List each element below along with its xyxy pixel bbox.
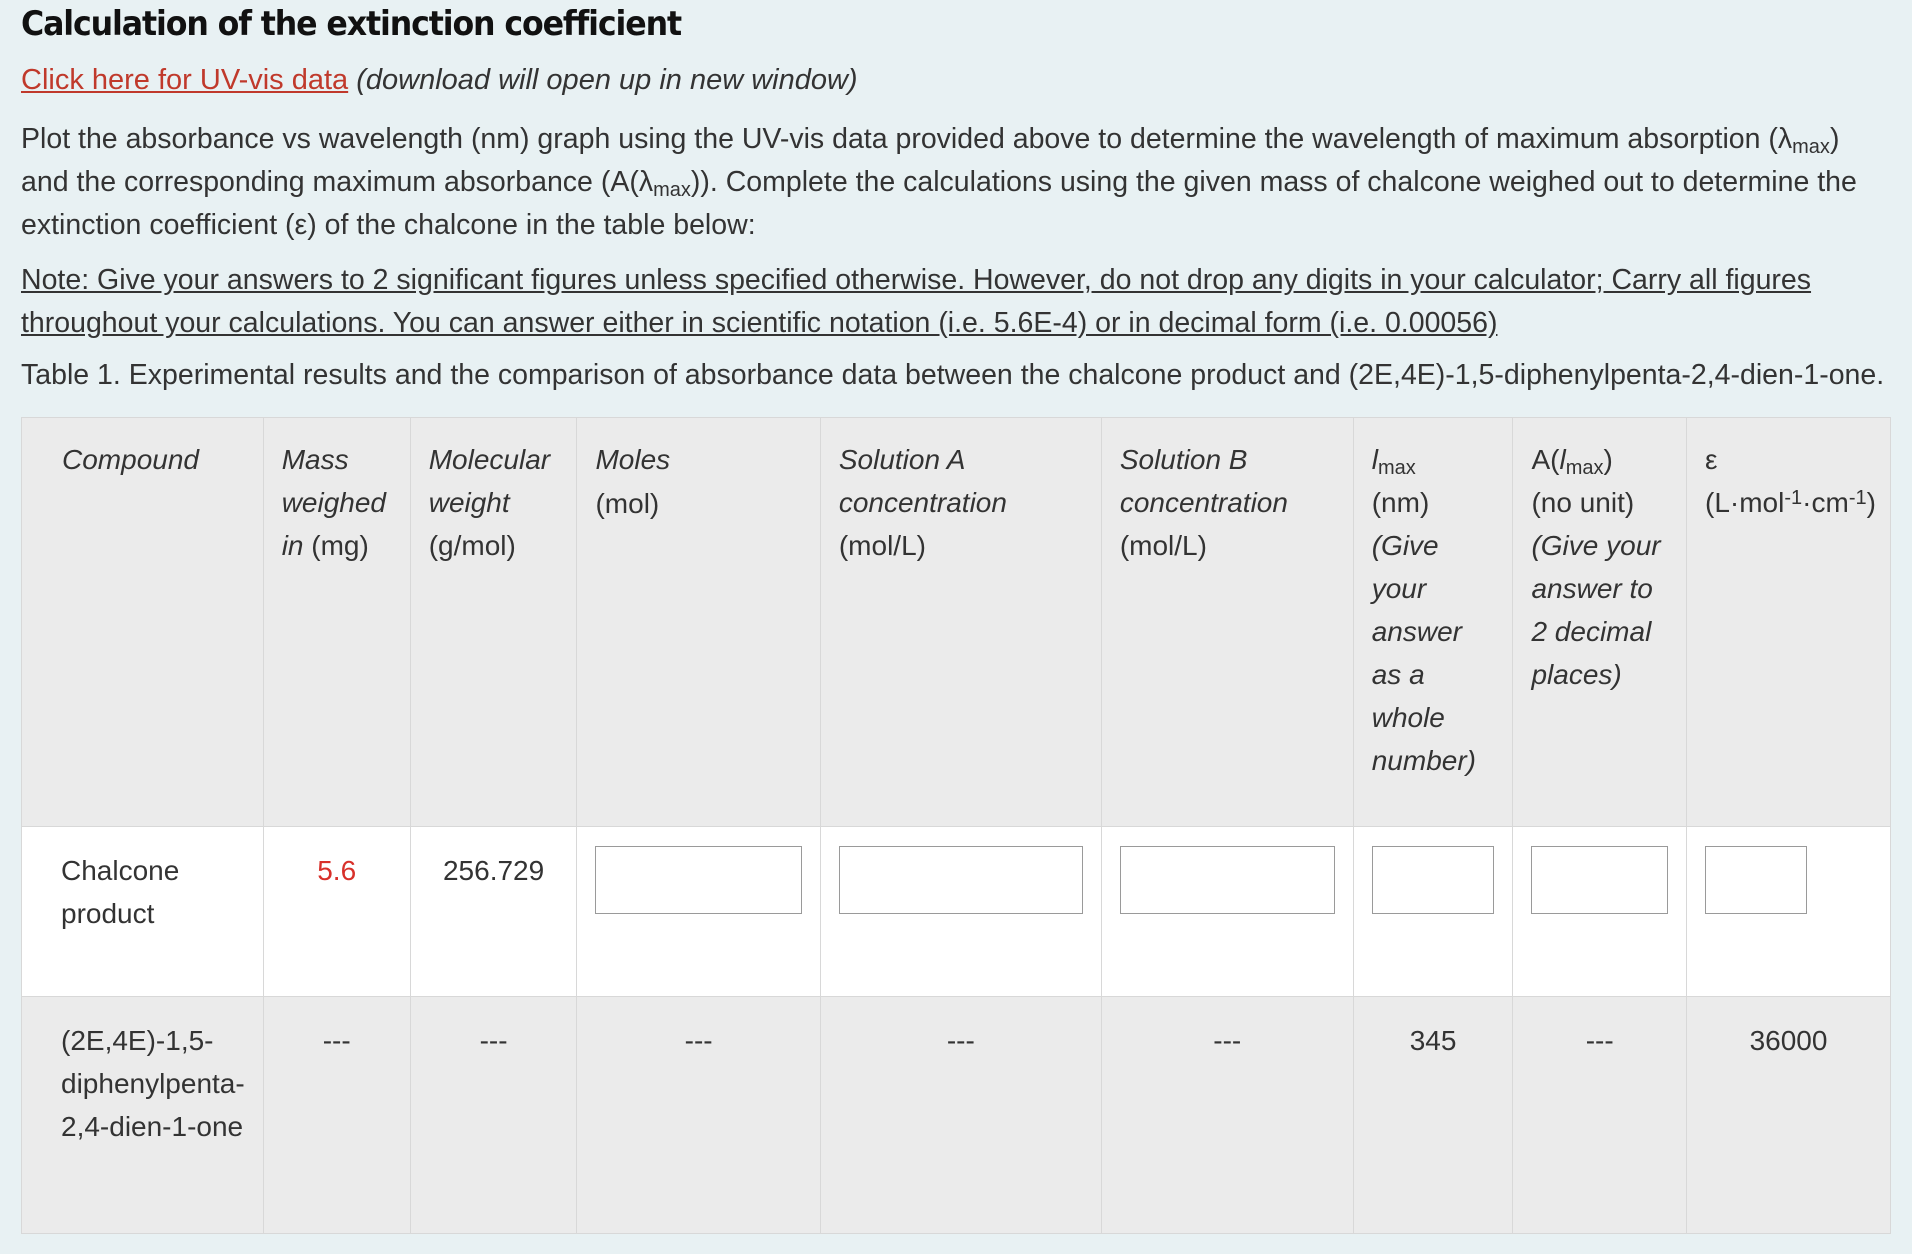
cell-compound: (2E,4E)-1,5-diphenylpenta-2,4-dien-1-one xyxy=(21,996,264,1234)
col-header-extinction-coefficient: ε (L·mol-1·cm-1) xyxy=(1686,417,1891,827)
col-header-molecular-weight: Molecular weight (g/mol) xyxy=(409,417,578,827)
cell-solution-a xyxy=(819,826,1102,997)
cell-extinction-coefficient: 36000 xyxy=(1686,996,1891,1234)
cell-lambda-max: 345 xyxy=(1352,996,1514,1234)
absorbance-max-answer-input[interactable] xyxy=(1531,846,1669,914)
cell-moles xyxy=(576,826,821,997)
results-table: Compound Mass weighed in (mg) Molecular … xyxy=(21,417,1891,1234)
col-header-absorbance-max: A(lmax) (no unit) (Give your answer to 2 d… xyxy=(1512,417,1688,827)
col-header-mass: Mass weighed in (mg) xyxy=(262,417,411,827)
cell-solution-a: --- xyxy=(819,996,1102,1234)
significant-figures-note: Note: Give your answers to 2 significant… xyxy=(21,264,1812,339)
table-caption: Table 1. Experimental results and the co… xyxy=(21,359,1885,391)
cell-molecular-weight: 256.729 xyxy=(409,826,578,997)
extinction-coefficient-answer-input[interactable] xyxy=(1705,846,1808,914)
col-header-moles: Moles (mol) xyxy=(576,417,821,827)
cell-mass-given: 5.6 xyxy=(262,826,411,997)
table-caption-label: Table 1. xyxy=(21,359,121,391)
cell-absorbance-max: --- xyxy=(1512,996,1688,1234)
cell-moles: --- xyxy=(576,996,821,1234)
cell-mass: --- xyxy=(262,996,411,1234)
cell-lambda-max xyxy=(1352,826,1514,997)
col-header-lambda-max: lmax (nm) (Give your answer as a whole num… xyxy=(1352,417,1514,827)
cell-molecular-weight: --- xyxy=(409,996,578,1234)
lambda-max-answer-input[interactable] xyxy=(1371,846,1495,914)
cell-extinction-coefficient xyxy=(1686,826,1891,997)
col-header-compound: Compound xyxy=(21,417,264,827)
page-title: Calculation of the extinction coefficien… xyxy=(21,4,682,44)
instructions-paragraph: Plot the absorbance vs wavelength (nm) g… xyxy=(21,123,1857,241)
cell-compound: Chalcone product xyxy=(21,826,264,997)
uv-vis-data-link[interactable]: Click here for UV-vis data xyxy=(21,64,349,96)
cell-solution-b xyxy=(1100,826,1354,997)
col-header-solution-b: Solution B concentration (mol/L) xyxy=(1100,417,1354,827)
moles-answer-input[interactable] xyxy=(595,846,802,914)
col-header-solution-a: Solution A concentration (mol/L) xyxy=(819,417,1102,827)
solution-a-answer-input[interactable] xyxy=(838,846,1083,914)
table-row-chalcone: Chalcone product 5.6 256.729 xyxy=(21,826,1891,997)
table-header-row: Compound Mass weighed in (mg) Molecular … xyxy=(21,417,1891,827)
cell-absorbance-max xyxy=(1512,826,1688,997)
cell-solution-b: --- xyxy=(1100,996,1354,1234)
download-note: (download will open up in new window) xyxy=(356,64,858,96)
solution-b-answer-input[interactable] xyxy=(1119,846,1335,914)
table-row-reference-compound: (2E,4E)-1,5-diphenylpenta-2,4-dien-1-one… xyxy=(21,996,1891,1234)
uv-vis-link-line: Click here for UV-vis data (download wil… xyxy=(21,64,858,97)
